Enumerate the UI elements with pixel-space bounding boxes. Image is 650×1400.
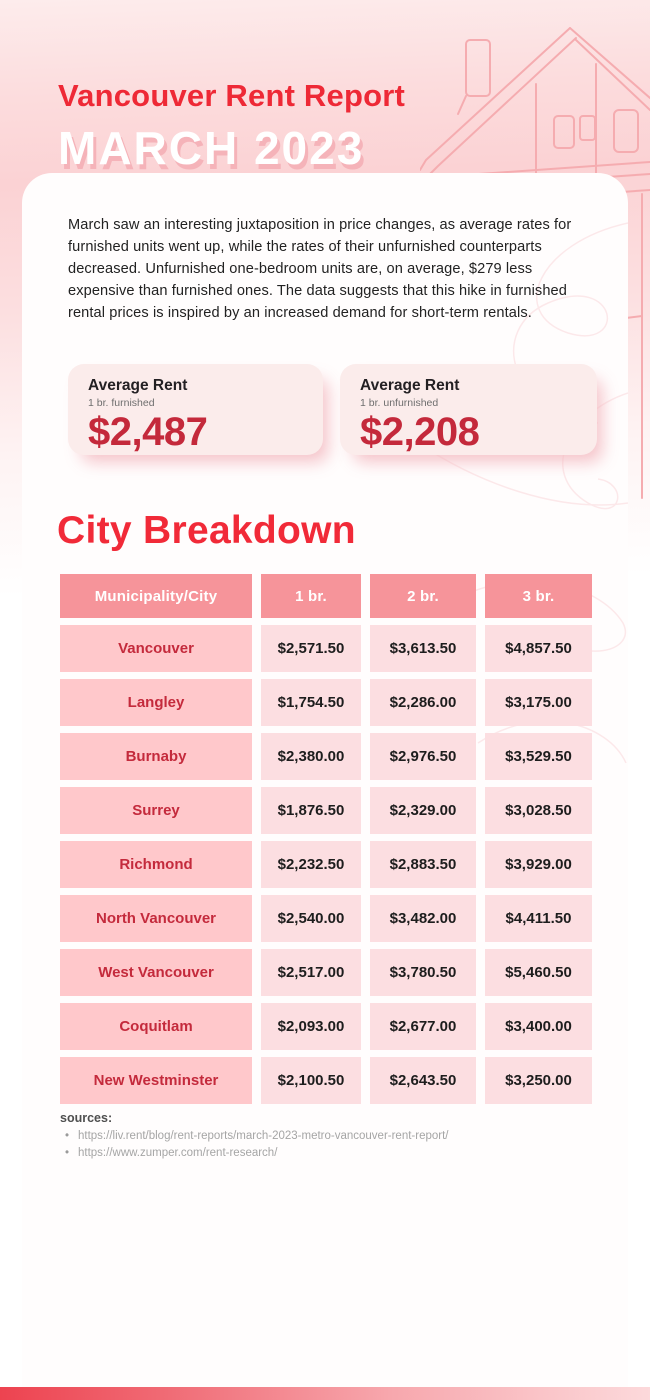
table-row-value: $2,286.00 bbox=[370, 679, 476, 726]
table-row-value: $2,677.00 bbox=[370, 1003, 476, 1050]
table-row-city: Coquitlam bbox=[60, 1003, 252, 1050]
table-row-value: $3,175.00 bbox=[485, 679, 592, 726]
rent-table: Municipality/City 1 br. 2 br. 3 br. Vanc… bbox=[60, 574, 592, 1104]
table-row-value: $1,876.50 bbox=[261, 787, 361, 834]
table-row-city: Vancouver bbox=[60, 625, 252, 672]
stat-value: $2,208 bbox=[360, 410, 480, 454]
sources-list: https://liv.rent/blog/rent-reports/march… bbox=[60, 1128, 449, 1161]
table-row-value: $2,329.00 bbox=[370, 787, 476, 834]
table-header-1br: 1 br. bbox=[261, 574, 361, 618]
table-row-value: $4,857.50 bbox=[485, 625, 592, 672]
stat-cards: Average Rent 1 br. furnished $2,487 Aver… bbox=[68, 364, 598, 456]
table-header-2br: 2 br. bbox=[370, 574, 476, 618]
stat-card-unfurnished: Average Rent 1 br. unfurnished $2,208 bbox=[340, 364, 597, 455]
table-row-value: $3,929.00 bbox=[485, 841, 592, 888]
source-link: https://liv.rent/blog/rent-reports/march… bbox=[60, 1128, 449, 1145]
intro-paragraph: March saw an interesting juxtaposition i… bbox=[68, 217, 572, 321]
stat-title: Average Rent bbox=[88, 377, 188, 394]
table-row-city: North Vancouver bbox=[60, 895, 252, 942]
table-row-value: $2,540.00 bbox=[261, 895, 361, 942]
table-row-value: $3,482.00 bbox=[370, 895, 476, 942]
table-row-city: Burnaby bbox=[60, 733, 252, 780]
table-row-value: $2,643.50 bbox=[370, 1057, 476, 1104]
stat-subtitle: 1 br. furnished bbox=[88, 397, 155, 409]
table-row-city: Surrey bbox=[60, 787, 252, 834]
table-row-value: $3,529.50 bbox=[485, 733, 592, 780]
table-header-city: Municipality/City bbox=[60, 574, 252, 618]
table-row-city: New Westminster bbox=[60, 1057, 252, 1104]
table-row-value: $1,754.50 bbox=[261, 679, 361, 726]
table-row-city: West Vancouver bbox=[60, 949, 252, 996]
table-row-value: $3,028.50 bbox=[485, 787, 592, 834]
sources: sources: https://liv.rent/blog/rent-repo… bbox=[60, 1111, 449, 1161]
table-row-value: $2,093.00 bbox=[261, 1003, 361, 1050]
table-row-value: $2,100.50 bbox=[261, 1057, 361, 1104]
footer-accent-bar bbox=[0, 1387, 650, 1400]
table-header-3br: 3 br. bbox=[485, 574, 592, 618]
report-header: Vancouver Rent Report MARCH 2023 bbox=[58, 78, 405, 175]
sources-label: sources: bbox=[60, 1111, 113, 1125]
source-link: https://www.zumper.com/rent-research/ bbox=[60, 1145, 449, 1162]
stat-subtitle: 1 br. unfurnished bbox=[360, 397, 439, 409]
content-card: March saw an interesting juxtaposition i… bbox=[22, 173, 628, 1400]
section-title: City Breakdown bbox=[57, 509, 356, 552]
table-row-value: $5,460.50 bbox=[485, 949, 592, 996]
table-row-value: $4,411.50 bbox=[485, 895, 592, 942]
table-row-city: Langley bbox=[60, 679, 252, 726]
table-row-value: $3,250.00 bbox=[485, 1057, 592, 1104]
stat-value: $2,487 bbox=[88, 410, 208, 454]
table-row-value: $3,400.00 bbox=[485, 1003, 592, 1050]
table-row-value: $2,232.50 bbox=[261, 841, 361, 888]
table-row-city: Richmond bbox=[60, 841, 252, 888]
table-row-value: $2,883.50 bbox=[370, 841, 476, 888]
table-row-value: $2,380.00 bbox=[261, 733, 361, 780]
report-title: Vancouver Rent Report bbox=[58, 78, 406, 113]
table-row-value: $3,613.50 bbox=[370, 625, 476, 672]
report-subtitle: MARCH 2023 bbox=[58, 122, 365, 174]
table-row-value: $2,517.00 bbox=[261, 949, 361, 996]
stat-card-furnished: Average Rent 1 br. furnished $2,487 bbox=[68, 364, 323, 455]
table-row-value: $2,571.50 bbox=[261, 625, 361, 672]
table-row-value: $3,780.50 bbox=[370, 949, 476, 996]
stat-title: Average Rent bbox=[360, 377, 460, 394]
table-row-value: $2,976.50 bbox=[370, 733, 476, 780]
